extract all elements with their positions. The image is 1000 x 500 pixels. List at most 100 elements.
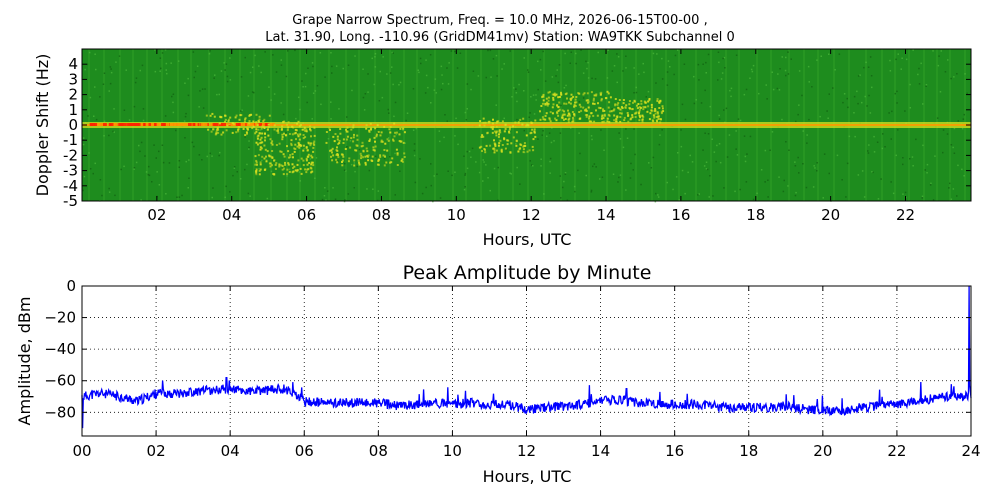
spectrogram-speckle: [846, 97, 848, 100]
spectrogram-speckle: [436, 173, 438, 175]
spectrogram-speckle: [497, 166, 499, 169]
amplitude-y-tick-label: −60: [44, 372, 76, 390]
doppler-scatter: [252, 120, 255, 123]
doppler-scatter: [245, 131, 248, 134]
spectrogram-speckle: [744, 155, 747, 158]
doppler-scatter: [495, 125, 498, 128]
spectrogram-speckle: [962, 118, 965, 120]
spectrogram-speckle: [288, 168, 291, 170]
spectrogram-speckle: [752, 64, 755, 67]
spectrogram-speckle: [236, 171, 238, 173]
doppler-scatter: [280, 150, 283, 153]
doppler-scatter: [301, 128, 304, 131]
spectrogram-speckle: [489, 49, 492, 52]
spectrogram-speckle: [582, 72, 585, 74]
doppler-scatter: [494, 143, 497, 146]
spectrogram-speckle: [185, 112, 187, 115]
spectrogram-speckle: [640, 183, 642, 186]
spectrogram-speckle: [723, 56, 726, 59]
spectrogram-speckle: [564, 173, 567, 175]
spectrogram-speckle: [652, 156, 655, 159]
doppler-scatter: [356, 144, 359, 147]
doppler-scatter: [372, 146, 375, 149]
amplitude-x-tick-label: 24: [961, 442, 980, 460]
doppler-scatter: [212, 128, 215, 131]
doppler-scatter: [342, 155, 345, 158]
spectrogram-speckle: [113, 131, 115, 133]
doppler-scatter: [515, 139, 518, 142]
spectrogram-speckle: [430, 102, 432, 104]
doppler-scatter: [544, 102, 547, 105]
doppler-scatter: [609, 96, 612, 99]
doppler-scatter: [255, 171, 258, 174]
doppler-scatter: [291, 153, 294, 156]
doppler-scatter: [217, 131, 220, 134]
doppler-scatter: [578, 111, 581, 113]
spectrogram-speckle: [466, 167, 469, 170]
spectrogram-speckle: [695, 99, 697, 101]
spectrogram-speckle: [669, 66, 671, 68]
spectrogram-speckle: [781, 56, 783, 58]
spectrogram-speckle: [952, 188, 955, 190]
doppler-scatter: [636, 107, 639, 110]
carrier-hotspot: [184, 123, 188, 126]
spectrogram-speckle: [708, 196, 710, 198]
spectrogram-speckle: [680, 129, 682, 131]
spectrogram-speckle: [546, 135, 548, 137]
doppler-scatter: [619, 108, 622, 111]
spectrogram-speckle: [953, 152, 956, 154]
doppler-scatter: [495, 131, 498, 134]
doppler-scatter: [533, 131, 536, 134]
spectrogram-speckle: [718, 118, 721, 120]
doppler-scatter: [377, 160, 380, 162]
doppler-scatter: [638, 110, 641, 113]
spectrogram-speckle: [395, 133, 398, 136]
doppler-scatter: [599, 107, 602, 110]
doppler-scatter: [282, 121, 285, 124]
doppler-scatter: [305, 130, 308, 133]
spectrogram-speckle: [94, 86, 96, 88]
spectrogram-speckle: [532, 94, 535, 96]
doppler-scatter: [572, 120, 575, 123]
spectrogram-speckle: [199, 90, 201, 92]
doppler-scatter: [562, 113, 565, 116]
doppler-scatter: [660, 112, 663, 115]
doppler-scatter: [575, 101, 578, 104]
spectrogram-speckle: [963, 175, 965, 177]
doppler-scatter: [526, 150, 529, 153]
doppler-scatter: [601, 115, 603, 118]
spectrogram-speckle: [471, 147, 474, 150]
doppler-scatter: [298, 138, 301, 141]
spectrogram-speckle: [321, 198, 324, 201]
spectrogram-speckle: [433, 175, 435, 177]
doppler-scatter: [312, 164, 315, 167]
doppler-scatter: [622, 102, 625, 105]
doppler-scatter: [623, 116, 626, 119]
spectrogram-speckle: [745, 181, 748, 183]
spectrogram-speckle: [700, 102, 703, 104]
spectrogram-speckle: [495, 104, 497, 106]
doppler-scatter: [495, 130, 498, 133]
doppler-scatter: [290, 144, 293, 147]
doppler-scatter: [261, 155, 264, 158]
doppler-scatter: [567, 121, 570, 124]
doppler-scatter: [541, 116, 544, 119]
doppler-scatter: [647, 105, 650, 108]
carrier-hotspot: [99, 123, 104, 126]
spectrogram-speckle: [345, 170, 347, 172]
spectrogram-speckle: [492, 150, 494, 152]
doppler-scatter: [344, 148, 347, 150]
doppler-scatter: [381, 140, 384, 143]
spectrogram-speckle: [516, 166, 518, 169]
spectrogram-speckle: [139, 150, 141, 153]
doppler-scatter: [307, 168, 310, 171]
spectrogram-speckle: [332, 187, 334, 189]
doppler-scatter: [639, 106, 642, 109]
doppler-scatter: [374, 127, 377, 130]
doppler-scatter: [262, 125, 265, 128]
doppler-scatter: [308, 162, 311, 164]
spectrogram-speckle: [575, 52, 577, 55]
doppler-scatter: [248, 120, 251, 122]
spectrogram-speckle: [275, 71, 278, 73]
doppler-scatter: [269, 138, 272, 141]
